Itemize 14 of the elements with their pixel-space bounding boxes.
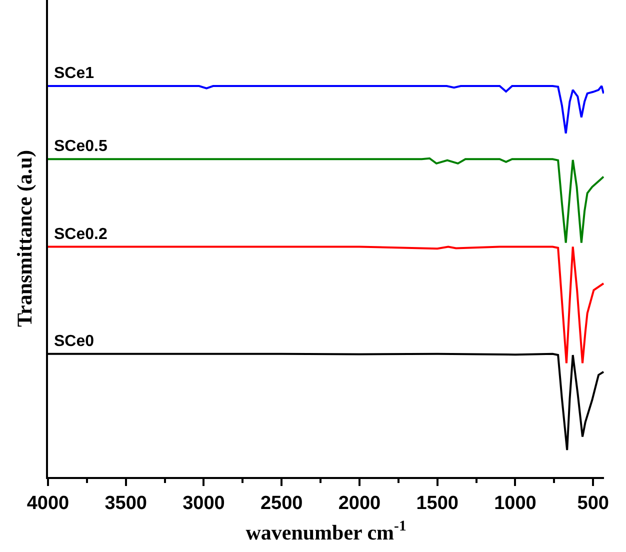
series-label: SCe0.5: [54, 138, 108, 155]
x-tick-label: 2000: [338, 492, 381, 514]
x-tick-label: 1000: [494, 492, 536, 514]
x-axis-title: wavenumber cm$^{-1}$: [246, 518, 406, 544]
x-tick-label: 4000: [26, 492, 70, 514]
x-tick-label: 500: [577, 492, 609, 514]
y-axis-title: Transmittance (a.u): [12, 150, 37, 327]
series-label: SCe0: [54, 333, 94, 350]
x-tick-label: 3000: [182, 492, 225, 514]
x-tick-label: 3500: [104, 492, 148, 514]
x-tick-label: 2500: [260, 492, 303, 514]
x-tick-label: 1500: [416, 492, 458, 514]
series-label: SCe0.2: [54, 226, 108, 243]
series-label: SCe1: [54, 65, 94, 82]
